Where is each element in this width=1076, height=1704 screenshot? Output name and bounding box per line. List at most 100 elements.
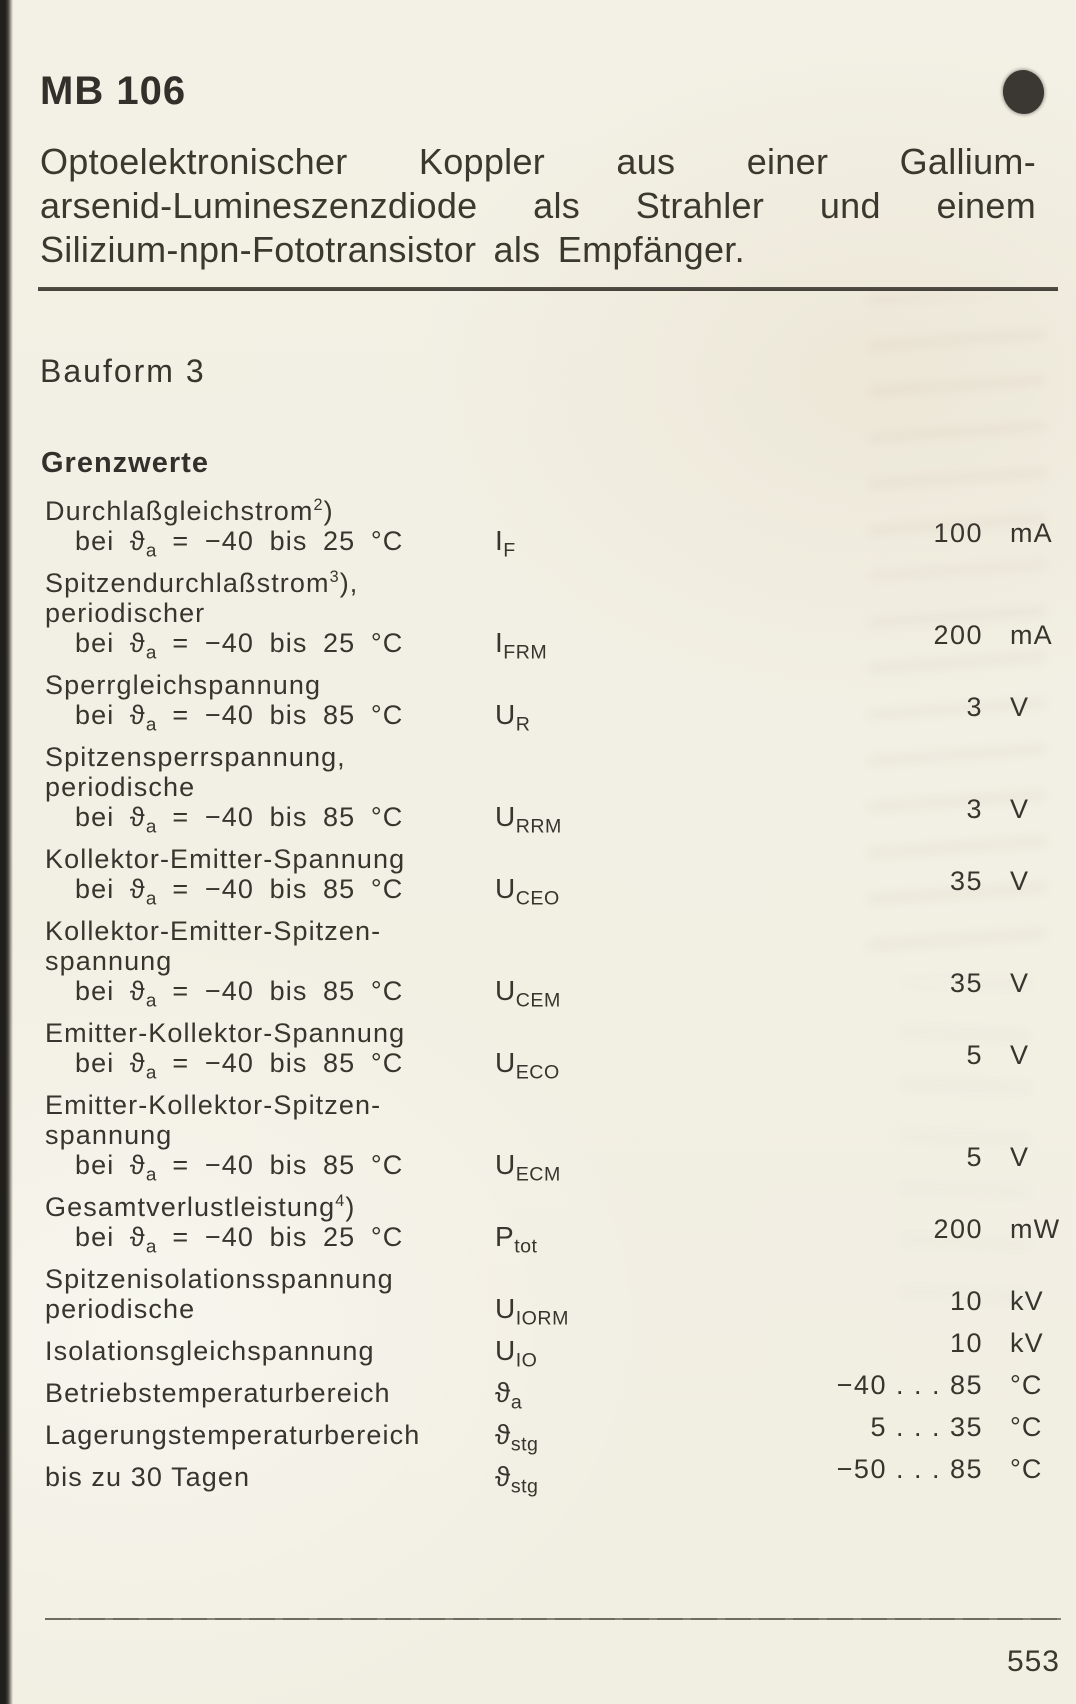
limit-label: Emitter-Kollektor-Spitzen-spannung bei ϑa… xyxy=(45,1090,495,1186)
limit-value: 200 xyxy=(933,620,983,650)
limit-symbol: ϑstg xyxy=(495,1419,539,1456)
limit-symbol: ϑa xyxy=(495,1377,523,1414)
limit-value: 35 xyxy=(949,866,983,896)
limit-label-line: Betriebstemperaturbereich xyxy=(45,1378,391,1408)
limit-row: Betriebstemperaturbereich ϑa −40 . . . 85 °… xyxy=(0,1370,1076,1414)
limit-symbol: UCEM xyxy=(495,975,561,1012)
limit-label-line: Kollektor-Emitter-Spannung xyxy=(45,844,406,874)
limit-label: Gesamtverlustleistung4) bei ϑa = −40 bis … xyxy=(45,1192,495,1256)
limit-label-line: bei ϑa = −40 bis 85 °C xyxy=(75,976,404,1012)
limit-row: Spitzensperrspannung, periodische bei ϑa =… xyxy=(0,742,1076,838)
limit-label: bis zu 30 Tagen xyxy=(45,1462,495,1492)
limit-label-line: Gesamtverlustleistung4) xyxy=(45,1192,356,1222)
limit-unit: mA xyxy=(1010,518,1053,548)
limit-unit: mW xyxy=(1010,1214,1061,1244)
limit-label-line: Lagerungstemperaturbereich xyxy=(45,1420,421,1450)
limit-label-line: Spitzensperrspannung, xyxy=(45,742,346,772)
limit-symbol: UR xyxy=(495,699,531,736)
limit-label-line: bis zu 30 Tagen xyxy=(45,1462,251,1492)
limit-label-line: periodischer xyxy=(45,598,206,628)
limit-symbol: URRM xyxy=(495,801,562,838)
limit-value: 5 xyxy=(966,1040,983,1070)
limit-row: Sperrgleichspannung bei ϑa = −40 bis 85 °… xyxy=(0,670,1076,736)
limit-label-line: bei ϑa = −40 bis 85 °C xyxy=(75,874,404,910)
limit-label: Sperrgleichspannung bei ϑa = −40 bis 85 °… xyxy=(45,670,495,736)
limit-row: Isolationsgleichspannung UIO 10 kV xyxy=(0,1328,1076,1372)
limit-label-line: Spitzenisolationsspannung xyxy=(45,1264,394,1294)
limit-unit: V xyxy=(1010,1040,1030,1070)
description-line: arsenid-Lumineszenzdiode als Strahler un… xyxy=(40,185,1036,226)
limit-label: Kollektor-Emitter-Spannung bei ϑa = −40 b… xyxy=(45,844,495,910)
limit-label-line: Emitter-Kollektor-Spannung xyxy=(45,1018,406,1048)
limit-row: Durchlaßgleichstrom2) bei ϑa = −40 bis 25… xyxy=(0,496,1076,562)
limit-value: 3 xyxy=(966,794,983,824)
limit-row: Emitter-Kollektor-Spitzen-spannung bei ϑa… xyxy=(0,1090,1076,1186)
description-line: Silizium-npn-Fototransistor als Empfänge… xyxy=(40,229,745,270)
limit-row: Spitzendurchlaßstrom3), periodischer bei ϑ… xyxy=(0,568,1076,664)
limit-label: Spitzenisolationsspannung periodische xyxy=(45,1264,495,1324)
limit-label-line: Kollektor-Emitter-Spitzen- xyxy=(45,916,382,946)
limit-label: Emitter-Kollektor-Spannung bei ϑa = −40 b… xyxy=(45,1018,495,1084)
description-line: Optoelektronischer Koppler aus einer Gal… xyxy=(40,141,1036,182)
limit-label-line: bei ϑa = −40 bis 85 °C xyxy=(75,700,404,736)
limit-label: Kollektor-Emitter-Spitzen-spannung bei ϑa… xyxy=(45,916,495,1012)
limit-unit: °C xyxy=(1010,1454,1043,1484)
limit-symbol: ϑstg xyxy=(495,1461,539,1498)
limit-symbol: IF xyxy=(495,525,516,562)
limit-row: Kollektor-Emitter-Spannung bei ϑa = −40 b… xyxy=(0,844,1076,910)
limit-label: Isolationsgleichspannung xyxy=(45,1336,495,1366)
limit-row: Lagerungstemperaturbereich ϑstg 5 . . . 35… xyxy=(0,1412,1076,1456)
limit-label-line: Emitter-Kollektor-Spitzen- xyxy=(45,1090,382,1120)
separator-rule-top xyxy=(38,287,1058,291)
limit-value: 10 xyxy=(949,1328,983,1358)
limit-unit: mA xyxy=(1010,620,1053,650)
limit-value: 10 xyxy=(949,1286,983,1316)
limit-row: bis zu 30 Tagen ϑstg −50 . . . 85 °C xyxy=(0,1454,1076,1498)
limit-label-line: spannung xyxy=(45,1120,173,1150)
limit-label-line: bei ϑa = −40 bis 25 °C xyxy=(75,526,404,562)
limit-label-line: spannung xyxy=(45,946,173,976)
limit-label: Durchlaßgleichstrom2) bei ϑa = −40 bis 25… xyxy=(45,496,495,562)
limit-symbol: UECM xyxy=(495,1149,561,1186)
device-description: Optoelektronischer Koppler aus einer Gal… xyxy=(40,140,1036,272)
limit-symbol: UCEO xyxy=(495,873,560,910)
limit-label: Spitzendurchlaßstrom3), periodischer bei ϑ… xyxy=(45,568,495,664)
limit-label-line: bei ϑa = −40 bis 85 °C xyxy=(75,802,404,838)
limit-label-line: Spitzendurchlaßstrom3), xyxy=(45,568,359,598)
limit-value: 100 xyxy=(933,518,983,548)
limit-label-line: periodische xyxy=(45,772,196,802)
limit-label-line: bei ϑa = −40 bis 85 °C xyxy=(75,1048,404,1084)
limit-value: 35 xyxy=(949,968,983,998)
limit-label-line: bei ϑa = −40 bis 25 °C xyxy=(75,628,404,664)
limit-unit: V xyxy=(1010,692,1030,722)
limit-symbol: IFRM xyxy=(495,627,548,664)
limit-label-line: bei ϑa = −40 bis 85 °C xyxy=(75,1150,404,1186)
limit-symbol: UECO xyxy=(495,1047,560,1084)
limit-row: Emitter-Kollektor-Spannung bei ϑa = −40 b… xyxy=(0,1018,1076,1084)
limit-label: Spitzensperrspannung, periodische bei ϑa =… xyxy=(45,742,495,838)
section-title: Grenzwerte xyxy=(41,447,209,479)
limits-table: Durchlaßgleichstrom2) bei ϑa = −40 bis 25… xyxy=(0,496,1076,1498)
limit-unit: kV xyxy=(1010,1286,1044,1316)
limit-row: Gesamtverlustleistung4) bei ϑa = −40 bis … xyxy=(0,1192,1076,1258)
page-edge-shadow xyxy=(0,0,13,1704)
limit-label-line: Durchlaßgleichstrom2) xyxy=(45,496,334,526)
limit-symbol: UIORM xyxy=(495,1293,569,1330)
limit-value: −50 . . . 85 xyxy=(836,1454,983,1484)
limit-value: 5 xyxy=(966,1142,983,1172)
limit-label-line: Isolationsgleichspannung xyxy=(45,1336,375,1366)
limit-unit: V xyxy=(1010,1142,1030,1172)
limit-symbol: Ptot xyxy=(495,1221,538,1258)
limit-symbol: UIO xyxy=(495,1335,538,1372)
limit-row: Spitzenisolationsspannung periodische UIOR… xyxy=(0,1264,1076,1330)
limit-label: Betriebstemperaturbereich xyxy=(45,1378,495,1408)
limit-label: Lagerungstemperaturbereich xyxy=(45,1420,495,1450)
separator-rule-bottom xyxy=(45,1618,1061,1620)
page-number: 553 xyxy=(1006,1645,1060,1678)
limit-unit: V xyxy=(1010,794,1030,824)
limit-label-line: periodische xyxy=(45,1294,196,1324)
limit-unit: °C xyxy=(1010,1370,1043,1400)
limit-value: 200 xyxy=(933,1214,983,1244)
limit-unit: kV xyxy=(1010,1328,1044,1358)
